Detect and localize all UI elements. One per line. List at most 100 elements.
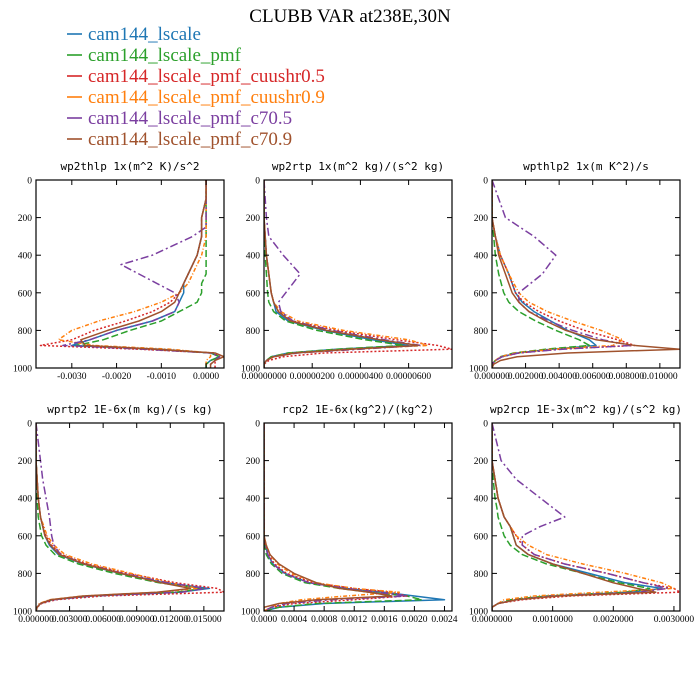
chart-panel: wp2thlp 1x(m^2 K)/s^2 0 200 400 600 800 1000 -0… bbox=[13, 160, 225, 382]
series-line-cam144_lscale_pmf_c70.9 bbox=[492, 423, 657, 611]
y-tick-label: 400 bbox=[246, 495, 261, 505]
y-tick-label: 600 bbox=[474, 532, 489, 542]
x-tick-label: 0.0004 bbox=[281, 615, 307, 625]
y-tick-label: 600 bbox=[18, 532, 33, 542]
series-group bbox=[492, 180, 680, 368]
panel-title: wprtp2 1E-6x(m kg)/(s kg) bbox=[47, 403, 213, 416]
y-tick-label: 200 bbox=[246, 457, 261, 467]
y-tick-label: 400 bbox=[246, 252, 261, 262]
x-tick-label: 0.004000 bbox=[541, 372, 577, 382]
figure-title: CLUBB VAR at238E,30N bbox=[249, 6, 451, 27]
series-line-cam144_lscale_pmf_c70.5 bbox=[62, 180, 221, 368]
x-tick-label: 0.0000 bbox=[251, 615, 277, 625]
series-line-cam144_lscale_pmf_c70.9 bbox=[492, 180, 680, 368]
series-line-cam144_lscale_pmf_cuushr0.9 bbox=[264, 180, 429, 368]
series-line-cam144_lscale_pmf_cuushr0.5 bbox=[492, 180, 636, 368]
legend-entry: cam144_lscale_pmf_c70.9 bbox=[67, 129, 292, 150]
y-tick-label: 600 bbox=[18, 289, 33, 299]
series-line-cam144_lscale_pmf_cuushr0.5 bbox=[264, 180, 452, 368]
series-line-cam144_lscale_pmf_cuushr0.5 bbox=[36, 423, 224, 611]
y-tick-label: 800 bbox=[474, 327, 489, 337]
series-line-cam144_lscale_pmf_cuushr0.9 bbox=[57, 180, 212, 368]
x-tick-label: 0.0010000 bbox=[532, 615, 573, 625]
x-tick-label: 0.0008 bbox=[311, 615, 337, 625]
x-tick-label: 0.000000 bbox=[474, 372, 510, 382]
x-tick-label: 0.012000 bbox=[152, 615, 188, 625]
y-tick-label: 1000 bbox=[241, 608, 260, 618]
x-tick-label: 0.0020 bbox=[401, 615, 427, 625]
series-group bbox=[264, 180, 452, 368]
legend-label: cam144_lscale_pmf_cuushr0.5 bbox=[88, 66, 325, 87]
y-tick-label: 800 bbox=[246, 570, 261, 580]
chart-panel: wprtp2 1E-6x(m kg)/(s kg) 0 200 400 600 800 10… bbox=[13, 403, 225, 625]
y-tick-label: 800 bbox=[474, 570, 489, 580]
y-tick-label: 0 bbox=[255, 177, 260, 187]
y-tick-label: 600 bbox=[246, 532, 261, 542]
y-tick-label: 1000 bbox=[13, 365, 32, 375]
x-tick-label: 0.00000000 bbox=[241, 372, 286, 382]
y-tick-label: 0 bbox=[27, 420, 32, 430]
x-tick-label: -0.0030 bbox=[57, 372, 87, 382]
series-group bbox=[264, 423, 446, 611]
y-tick-label: 1000 bbox=[241, 365, 260, 375]
panel-grid: wp2thlp 1x(m^2 K)/s^2 0 200 400 600 800 1000 -0… bbox=[13, 160, 694, 625]
x-tick-label: 0.0016 bbox=[371, 615, 397, 625]
panel-title: wpthlp2 1x(m K^2)/s bbox=[523, 160, 649, 173]
y-tick-label: 400 bbox=[18, 495, 33, 505]
panel-title: wp2thlp 1x(m^2 K)/s^2 bbox=[60, 160, 199, 173]
y-tick-label: 800 bbox=[18, 327, 33, 337]
legend-entry: cam144_lscale_pmf_cuushr0.9 bbox=[67, 87, 325, 108]
series-line-cam144_lscale_pmf_cuushr0.5 bbox=[264, 423, 408, 611]
legend-label: cam144_lscale bbox=[88, 24, 201, 45]
y-tick-label: 0 bbox=[27, 177, 32, 187]
chart-panel: wp2rtp 1x(m^2 kg)/(s^2 kg) 0 200 400 600 800 1… bbox=[241, 160, 453, 382]
y-tick-label: 800 bbox=[18, 570, 33, 580]
series-line-cam144_lscale_pmf bbox=[492, 180, 591, 368]
x-tick-label: 0.00000400 bbox=[338, 372, 383, 382]
y-tick-label: 200 bbox=[246, 214, 261, 224]
y-tick-label: 400 bbox=[474, 252, 489, 262]
chart-panel: wpthlp2 1x(m K^2)/s020040060080010000.00… bbox=[469, 160, 681, 382]
y-tick-label: 600 bbox=[474, 289, 489, 299]
y-tick-label: 0 bbox=[483, 420, 488, 430]
series-line-cam144_lscale_pmf bbox=[36, 423, 205, 611]
y-tick-label: 1000 bbox=[13, 608, 32, 618]
series-line-cam144_lscale_pmf_c70.9 bbox=[80, 180, 224, 368]
chart-panel: rcp2 1E-6x(kg^2)/(kg^2) 0 200 400 600 800 1000… bbox=[241, 403, 458, 625]
x-tick-label: 0.000000 bbox=[18, 615, 54, 625]
y-tick-label: 1000 bbox=[469, 608, 488, 618]
series-line-cam144_lscale bbox=[71, 180, 221, 368]
series-line-cam144_lscale_pmf bbox=[75, 180, 221, 368]
y-tick-label: 200 bbox=[18, 214, 33, 224]
y-tick-label: 200 bbox=[18, 457, 33, 467]
legend-label: cam144_lscale_pmf bbox=[88, 45, 242, 66]
x-tick-label: 0.015000 bbox=[186, 615, 222, 625]
y-tick-label: 800 bbox=[246, 327, 261, 337]
legend-entry: cam144_lscale_pmf_cuushr0.5 bbox=[67, 66, 325, 87]
plot-frame bbox=[263, 179, 453, 369]
y-tick-label: 1000 bbox=[469, 365, 488, 375]
legend: cam144_lscale cam144_lscale_pmf cam144_l… bbox=[67, 24, 325, 150]
y-tick-label: 400 bbox=[474, 495, 489, 505]
series-line-cam144_lscale_pmf bbox=[264, 423, 423, 611]
legend-label: cam144_lscale_pmf_c70.9 bbox=[88, 129, 292, 150]
x-tick-label: 0.0030000 bbox=[654, 615, 695, 625]
legend-label: cam144_lscale_pmf_c70.5 bbox=[88, 108, 292, 129]
series-group bbox=[39, 180, 224, 368]
y-tick-label: 200 bbox=[474, 457, 489, 467]
x-tick-label: 0.010000 bbox=[642, 372, 678, 382]
legend-label: cam144_lscale_pmf_cuushr0.9 bbox=[88, 87, 325, 108]
x-tick-label: 0.008000 bbox=[608, 372, 644, 382]
plot-frame bbox=[491, 179, 681, 369]
y-tick-label: 400 bbox=[18, 252, 33, 262]
y-tick-label: 600 bbox=[246, 289, 261, 299]
x-tick-label: -0.0010 bbox=[147, 372, 177, 382]
series-line-cam144_lscale_pmf_c70.9 bbox=[264, 180, 420, 368]
series-line-cam144_lscale_pmf_cuushr0.9 bbox=[264, 423, 401, 611]
series-line-cam144_lscale bbox=[264, 423, 446, 611]
plot-frame bbox=[35, 179, 225, 369]
y-tick-label: 200 bbox=[474, 214, 489, 224]
plot-frame bbox=[263, 422, 453, 612]
chart-panel: wp2rcp 1E-3x(m^2 kg)/(s^2 kg)0 200 400 600 8… bbox=[469, 403, 694, 625]
x-tick-label: 0.006000 bbox=[85, 615, 121, 625]
